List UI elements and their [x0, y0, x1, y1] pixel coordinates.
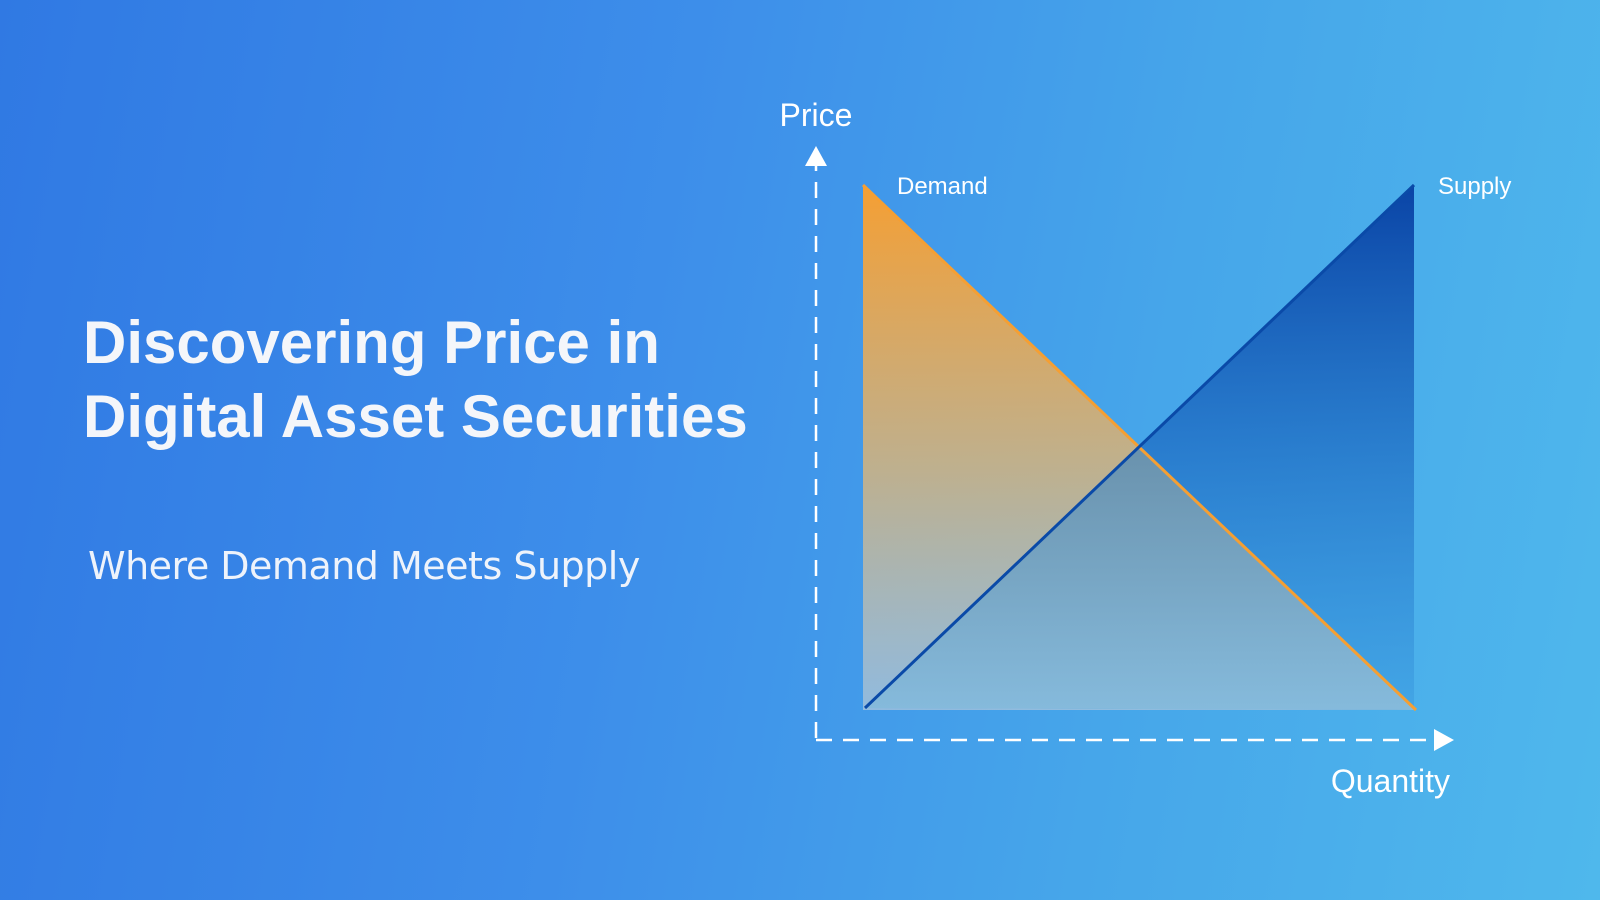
y-axis-label: Price — [780, 97, 853, 133]
supply-line — [863, 183, 1416, 710]
overlap-area — [865, 447, 1416, 710]
demand-label: Demand — [897, 173, 988, 200]
x-axis-arrow-icon — [1434, 729, 1454, 751]
slide-title: Discovering Price in Digital Asset Secur… — [83, 306, 763, 454]
x-axis-label: Quantity — [1331, 763, 1450, 799]
slide-subtitle: Where Demand Meets Supply — [88, 544, 640, 588]
supply-label: Supply — [1438, 173, 1511, 200]
title-line-1: Discovering Price in — [83, 309, 660, 376]
y-axis-arrow-icon — [805, 146, 827, 166]
title-line-2: Digital Asset Securities — [83, 383, 748, 450]
